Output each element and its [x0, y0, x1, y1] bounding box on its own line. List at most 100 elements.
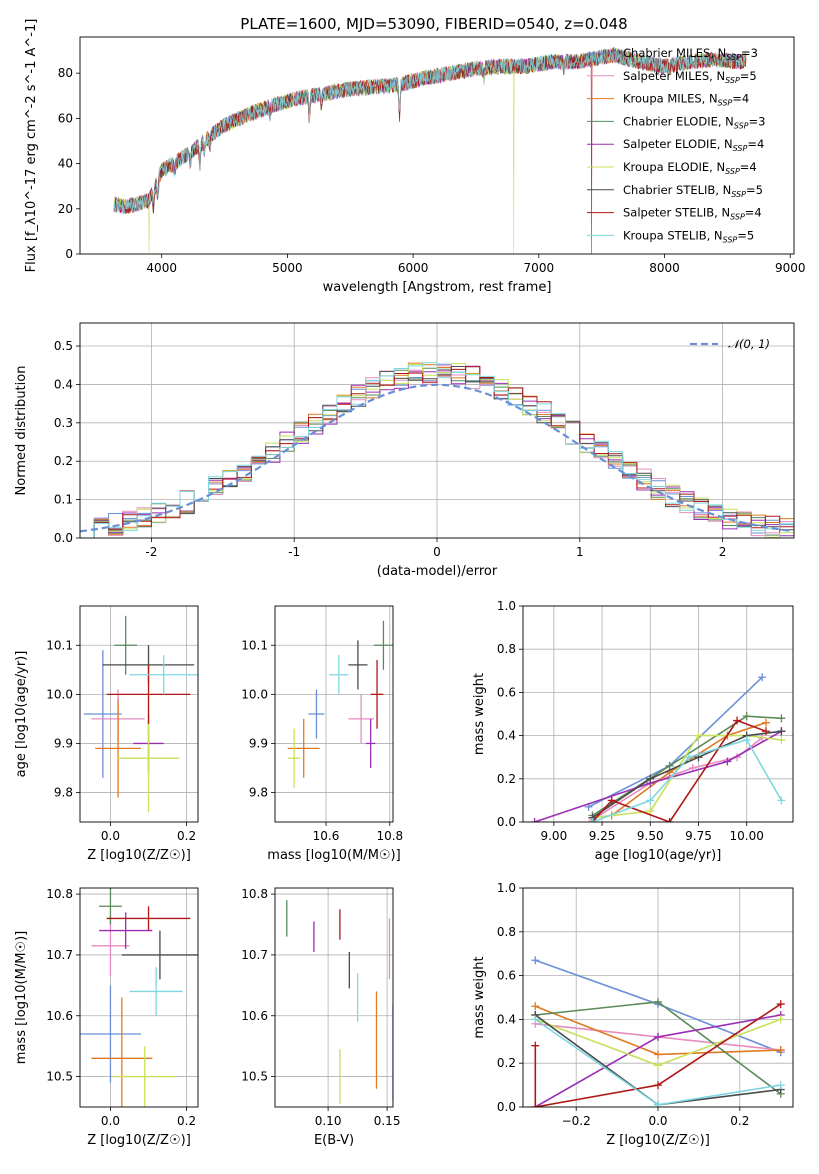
weight-vs-age-grid — [523, 605, 793, 823]
spectrum-xlabel: wavelength [Angstrom, rest frame] — [323, 280, 552, 295]
series-line — [534, 1003, 782, 1107]
errorbar-point-salpeter-stelib — [106, 664, 191, 724]
weight-vs-Z-panel: −0.2 0.0 0.2 0.0 0.2 0.4 0.6 0.8 1.0 Z [log10(Z/Z… — [472, 881, 794, 1148]
legend-suffix: =4 — [745, 206, 762, 220]
mass-vs-Z-panel: 0.0 0.2 10.5 10.6 10.7 10.8 Z [log10(Z/Z☉)] mas… — [14, 887, 199, 1148]
weight-vs-age-panel: 9.00 9.25 9.50 9.75 10.00 0.0 0.2 0.4 0.6 0.8 1.0 a… — [472, 599, 794, 863]
y-tick-label: 9.9 — [249, 736, 268, 750]
series-marker — [646, 807, 655, 816]
errorbar-point-kroupa-miles — [287, 718, 320, 778]
y-tick-label: 10.0 — [241, 687, 268, 701]
x-tick-label: 0.2 — [177, 829, 196, 843]
y-tick-label: 10.8 — [46, 887, 73, 901]
errorbar-point-chabrier-elodie — [373, 620, 393, 670]
series-marker — [654, 997, 662, 1006]
x-tick-label: 0.0 — [648, 1114, 667, 1128]
legend-entry: Kroupa ELODIE, NSSP=4 — [623, 160, 757, 176]
series-marker — [777, 727, 786, 736]
x-tick-label: 7000 — [524, 261, 555, 275]
y-tick-label: 10.5 — [46, 1070, 73, 1084]
series-kroupa-stelib — [588, 735, 786, 822]
series-marker — [762, 718, 770, 727]
series-marker — [777, 735, 786, 744]
errorbar-point-salpeter-miles — [348, 694, 374, 744]
weight-vs-Z-plot-area — [531, 956, 785, 1107]
legend-entry: Salpeter STELIB, NSSP=4 — [623, 206, 762, 222]
y-tick-label: 10.7 — [46, 948, 73, 962]
y-tick-label: 0.4 — [497, 729, 516, 743]
legend-subscript: SSP — [734, 121, 749, 130]
mass-vs-EBV-panel: 0.10 0.15 10.5 10.6 10.7 10.8 E(B-V) — [241, 887, 400, 1148]
weight-vs-age-xlabel: age [log10(age/yr)] — [595, 848, 722, 863]
legend-entry: 𝒩(0, 1) — [728, 337, 770, 351]
weight-vs-Z-ticks: −0.2 0.0 0.2 0.0 0.2 0.4 0.6 0.8 1.0 — [497, 881, 749, 1128]
series-marker — [530, 818, 539, 822]
y-tick-label: 0.6 — [497, 969, 516, 983]
x-tick-label: 5000 — [272, 261, 303, 275]
series-marker — [777, 796, 786, 805]
y-tick-label: 10.5 — [241, 1070, 268, 1084]
series-marker — [531, 1041, 540, 1050]
series-salpeter-elodie — [530, 727, 786, 822]
errorbar-point-salpeter-miles — [91, 915, 130, 977]
series-marker — [654, 1061, 662, 1070]
x-tick-label: 10.8 — [376, 829, 403, 843]
age-vs-mass-xlabel: mass [log10(M/M☉)] — [267, 848, 400, 863]
spectrum-frame — [79, 36, 795, 255]
series-chabrier-stelib — [588, 727, 786, 822]
weight-vs-age-ticks: 9.00 9.25 9.50 9.75 10.00 0.0 0.2 0.4 0.6 0.8 1.0 — [497, 599, 764, 843]
spectrum-ticks: 4000 5000 6000 7000 8000 9000 0 20 40 60 80 — [58, 66, 806, 275]
legend-subscript: SSP — [725, 167, 740, 176]
age-vs-mass-panel: 10.6 10.8 9.8 9.9 10.0 10.1 mass [log10(M/M☉)] — [241, 605, 403, 863]
x-tick-label: 0.15 — [374, 1114, 401, 1128]
series-marker — [646, 774, 655, 783]
errorbar-point-kroupa-stelib — [329, 655, 349, 695]
series-marker — [776, 1046, 785, 1055]
series-line — [534, 730, 782, 822]
age-vs-mass-grid — [275, 606, 393, 822]
x-tick-label: 9.50 — [637, 829, 664, 843]
errorbar-point-kroupa-elodie — [114, 1046, 176, 1107]
y-tick-label: 0.6 — [497, 685, 516, 699]
y-tick-label: 80 — [58, 66, 73, 80]
y-tick-label: 9.9 — [54, 736, 73, 750]
series-marker — [654, 1050, 662, 1059]
histogram-kroupa-stelib — [80, 362, 794, 538]
errorbar-point-kroupa-miles — [91, 997, 153, 1107]
x-tick-label: −0.2 — [562, 1114, 591, 1128]
series-marker — [758, 673, 767, 682]
age-vs-Z-plot-area — [83, 615, 198, 813]
errorbar-point-kroupa-elodie — [287, 728, 301, 788]
series-marker — [777, 714, 786, 723]
weight-vs-age-frame — [522, 605, 794, 823]
series-marker — [654, 1100, 662, 1107]
y-tick-label: 10.1 — [241, 638, 268, 652]
y-tick-label: 0.0 — [497, 815, 516, 829]
errorbar-point-salpeter-stelib — [370, 660, 384, 729]
series-marker — [531, 1103, 540, 1107]
errorbar-point-kroupa-stelib — [129, 967, 183, 1016]
series-salpeter-stelib — [588, 716, 770, 822]
mass-vs-Z-xlabel: Z [log10(Z/Z☉)] — [87, 1133, 191, 1148]
legend-subscript: SSP — [730, 213, 745, 222]
y-tick-label: 1.0 — [497, 599, 516, 613]
series-chabrier-elodie — [588, 712, 786, 820]
x-tick-label: 9.25 — [589, 829, 616, 843]
x-tick-label: 0 — [433, 545, 441, 559]
x-tick-label: 4000 — [146, 261, 177, 275]
x-tick-label: 0.10 — [315, 1114, 342, 1128]
residuals-ylabel: Normed distribution — [14, 366, 29, 496]
x-tick-label: 9000 — [775, 261, 806, 275]
y-tick-label: 10.1 — [46, 638, 73, 652]
x-tick-label: 2 — [719, 545, 727, 559]
y-tick-label: 0.0 — [497, 1100, 516, 1114]
age-vs-Z-xlabel: Z [log10(Z/Z☉)] — [87, 848, 191, 863]
spectrum-legend: Chabrier MILES, NSSP=3 Salpeter MILES, NS… — [587, 46, 765, 244]
series-marker — [742, 712, 751, 721]
series-marker — [607, 796, 616, 805]
y-tick-label: 0.2 — [54, 454, 73, 468]
age-vs-mass-frame — [274, 605, 394, 823]
spectrum-panel: 4000 5000 6000 7000 8000 9000 0 20 40 60 80 wavelen… — [24, 19, 806, 295]
y-tick-label: 10.8 — [241, 887, 268, 901]
series-marker — [588, 818, 597, 822]
